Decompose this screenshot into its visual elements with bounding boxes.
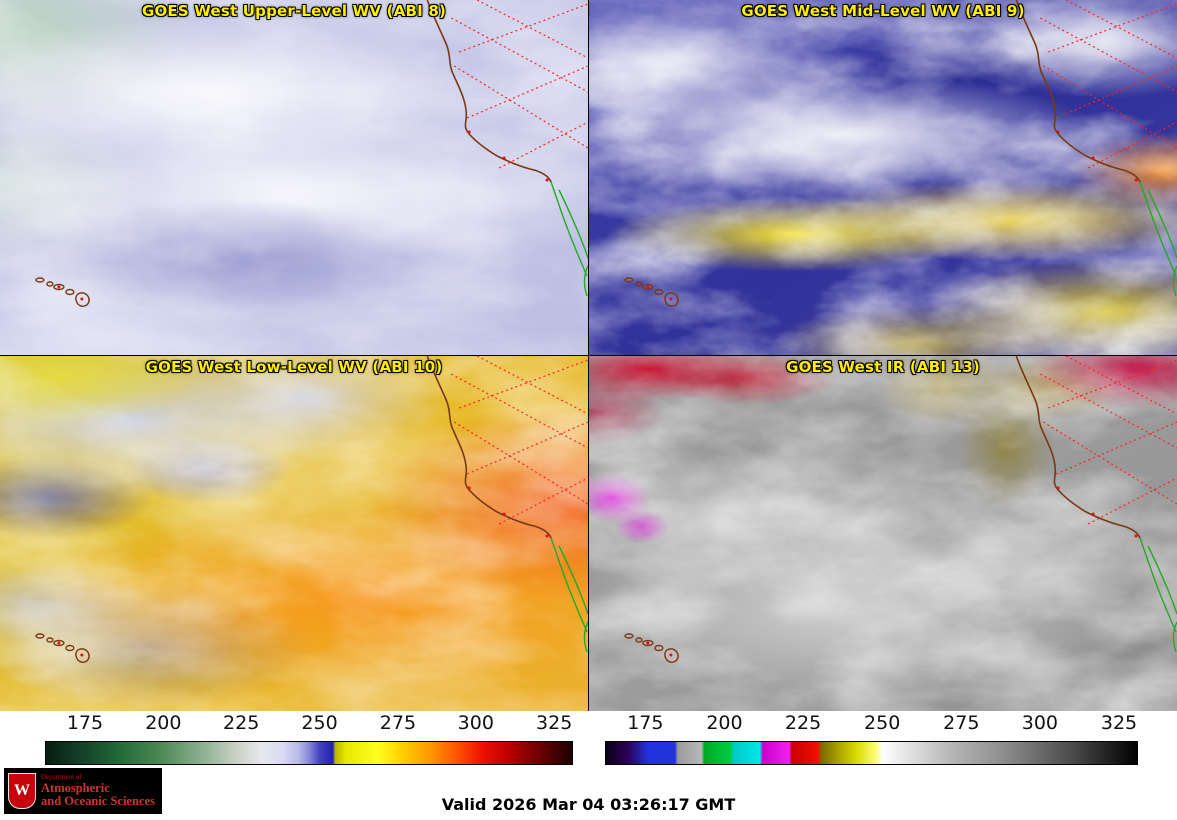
logo-dept-line: Department of	[41, 773, 82, 782]
panel-title: GOES West IR (ABI 13)	[786, 358, 980, 376]
aos-logo-text: Department of Atmospheric and Oceanic Sc…	[41, 773, 155, 808]
uw-crest-icon: W	[8, 773, 36, 809]
tick-label: 325	[1100, 712, 1138, 734]
tick-label: 250	[301, 712, 338, 734]
tick-label: 250	[864, 712, 901, 734]
tick-label: 225	[223, 712, 260, 734]
map-overlay	[35, 0, 588, 308]
tick-label: 325	[536, 712, 573, 734]
cloud-texture	[589, 356, 1177, 711]
tick-label: 300	[1021, 712, 1059, 734]
cloud-texture	[0, 356, 588, 711]
cloud-texture	[589, 0, 1177, 355]
logo-line-1: Atmospheric	[41, 780, 110, 795]
ir-colorbar	[605, 741, 1138, 765]
cloud-texture	[0, 0, 588, 355]
panel-grid: GOES West Upper-Level WV (ABI 8) GOES We…	[0, 0, 1177, 711]
panel-mid-level-wv: GOES West Mid-Level WV (ABI 9)	[589, 0, 1177, 355]
panel-upper-level-wv: GOES West Upper-Level WV (ABI 8)	[0, 0, 588, 355]
wv-colorbar-ticks: 175 200 225 250 275 300 325	[45, 712, 573, 736]
map-overlay	[35, 356, 588, 664]
tick-label: 275	[943, 712, 980, 734]
valid-timestamp: Valid 2026 Mar 04 03:26:17 GMT	[441, 795, 736, 814]
tick-label: 300	[457, 712, 494, 734]
aos-logo: W Department of Atmospheric and Oceanic …	[4, 768, 162, 814]
map-overlay	[624, 0, 1177, 308]
tick-label: 175	[627, 712, 664, 734]
panel-ir: GOES West IR (ABI 13)	[589, 356, 1177, 711]
wv-colorbar	[45, 741, 573, 765]
tick-label: 225	[784, 712, 822, 734]
tick-label: 175	[66, 712, 104, 734]
panel-title: GOES West Low-Level WV (ABI 10)	[145, 358, 443, 376]
panel-title: GOES West Upper-Level WV (ABI 8)	[141, 2, 447, 20]
map-overlay	[624, 356, 1177, 664]
tick-label: 200	[145, 712, 182, 734]
panel-title: GOES West Mid-Level WV (ABI 9)	[741, 2, 1025, 20]
logo-line-2: and Oceanic Sciences	[41, 793, 155, 808]
tick-label: 275	[379, 712, 417, 734]
panel-low-level-wv: GOES West Low-Level WV (ABI 10)	[0, 356, 588, 711]
tick-label: 200	[706, 712, 743, 734]
ir-colorbar-ticks: 175 200 225 250 275 300 325	[605, 712, 1138, 736]
